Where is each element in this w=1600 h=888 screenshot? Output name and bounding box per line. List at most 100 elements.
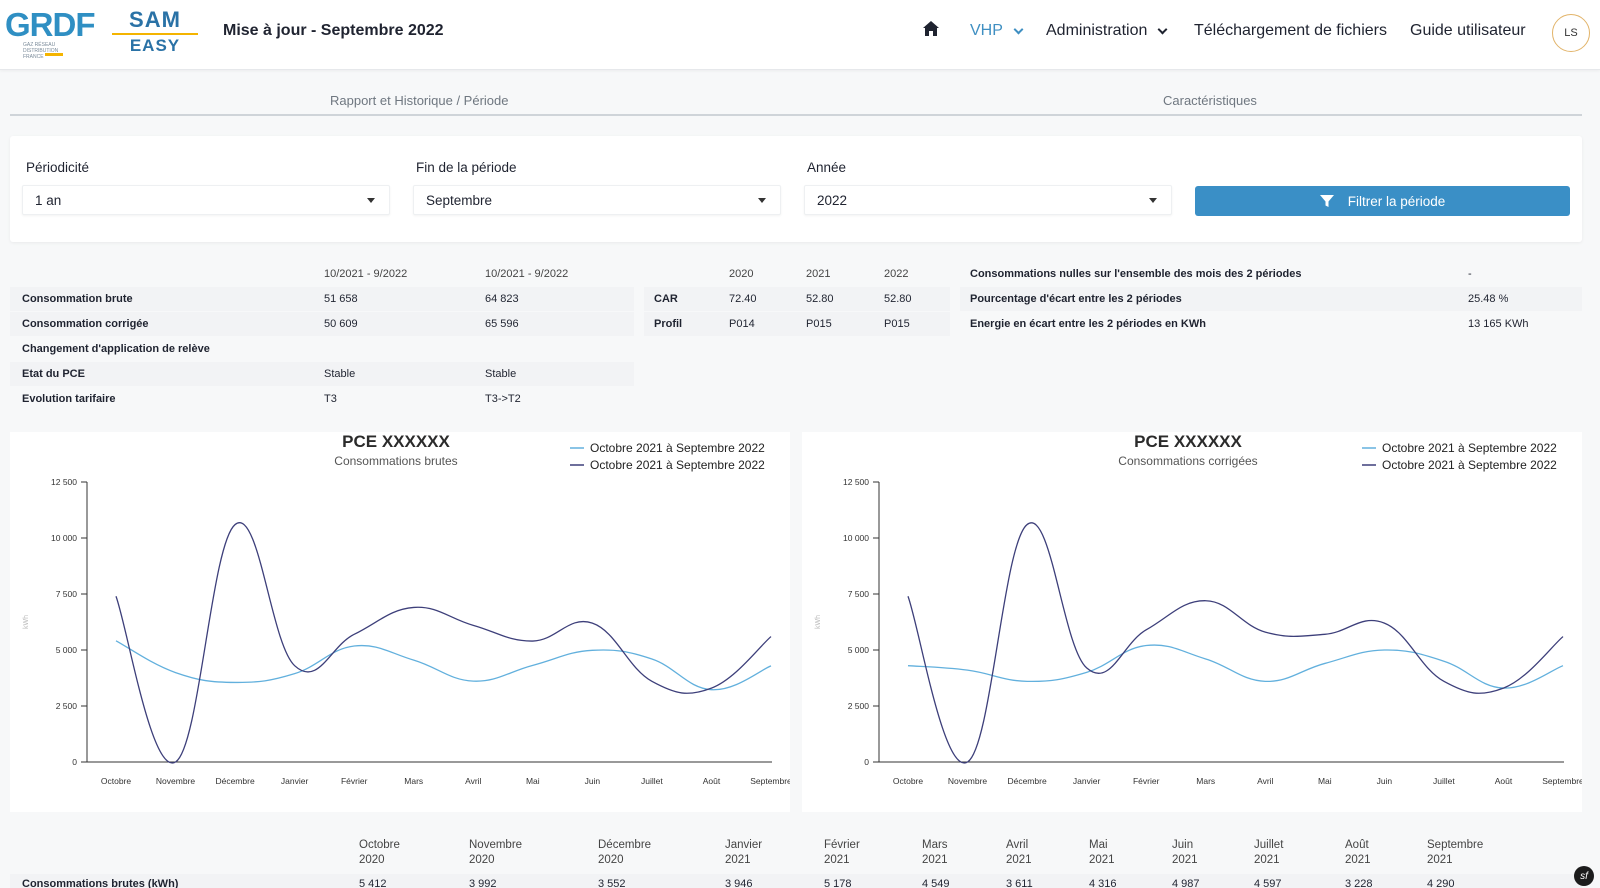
x-tick-label: Juin [1377, 776, 1393, 786]
grdf-logo-tagline: GAZ RÉSEAU DISTRIBUTION FRANCE [23, 42, 59, 60]
tab-caracteristiques[interactable]: Caractéristiques [1163, 93, 1257, 108]
table-row: Pourcentage d'écart entre les 2 périodes… [960, 287, 1582, 311]
month-value: 3 611 [1006, 878, 1033, 888]
fin-periode-label: Fin de la période [416, 160, 517, 175]
nav-vhp[interactable]: VHP [970, 22, 1024, 40]
month-value: 4 597 [1254, 878, 1282, 888]
x-tick-label: Mars [1196, 776, 1215, 786]
grdf-logo[interactable]: GRDF GAZ RÉSEAU DISTRIBUTION FRANCE [5, 6, 97, 61]
y-tick-label: 5 000 [848, 645, 870, 655]
series-line[interactable] [115, 522, 772, 764]
row-value: - [1468, 268, 1472, 280]
x-tick-label: Février [1133, 776, 1160, 786]
nav-guide[interactable]: Guide utilisateur [1410, 22, 1526, 40]
y-axis-label: kWh [23, 615, 30, 629]
row-value: T3->T2 [485, 393, 521, 405]
series-line[interactable] [907, 522, 1564, 764]
row-value: P014 [729, 318, 755, 330]
nav-administration[interactable]: Administration [1046, 22, 1168, 40]
chart-card-corrigees: PCE XXXXXX Consommations corrigées Octobre… [802, 432, 1582, 812]
row-label: Pourcentage d'écart entre les 2 périodes [970, 293, 1182, 305]
legend-entry[interactable]: Octobre 2021 à Septembre 2022 [1382, 458, 1557, 472]
month-header: Mai 2021 [1089, 839, 1115, 866]
series-line[interactable] [115, 640, 772, 691]
table-row: Evolution tarifaire T3 T3->T2 [10, 387, 634, 411]
annee-select[interactable]: 2022 [804, 185, 1172, 215]
y-tick-label: 2 500 [848, 701, 870, 711]
app-header: GRDF GAZ RÉSEAU DISTRIBUTION FRANCE SAM … [0, 0, 1600, 70]
y-tick-label: 5 000 [56, 645, 78, 655]
tab-rapport-historique[interactable]: Rapport et Historique / Période [330, 93, 509, 108]
fin-periode-select[interactable]: Septembre [413, 185, 781, 215]
avatar[interactable]: LS [1552, 14, 1590, 52]
x-tick-label: Octobre [893, 776, 924, 786]
row-label: Evolution tarifaire [22, 393, 116, 405]
row-value: 51 658 [324, 293, 358, 305]
month-value: 5 178 [824, 878, 852, 888]
month-value: 4 290 [1427, 878, 1455, 888]
row-value: 64 823 [485, 293, 519, 305]
y-axis-label: kWh [815, 615, 822, 629]
series-line[interactable] [907, 644, 1564, 689]
month-header: Décembre 2020 [598, 839, 652, 866]
row-label: Consommation brute [22, 293, 133, 305]
chart-card-brutes: PCE XXXXXX Consommations brutes Octobre 20… [10, 432, 790, 812]
caret-down-icon [367, 198, 375, 203]
month-value: 3 228 [1345, 878, 1373, 888]
periodicite-select[interactable]: 1 an [22, 185, 390, 215]
symfony-icon[interactable]: sf [1574, 866, 1594, 886]
month-header: Avril 2021 [1006, 839, 1032, 866]
x-tick-label: Décembre [215, 776, 254, 786]
table-row: Profil P014 P015 P015 [644, 312, 950, 336]
chart-subtitle: Consommations corrigées [1118, 454, 1257, 468]
nav-guide-label: Guide utilisateur [1410, 22, 1526, 39]
nav-telechargement[interactable]: Téléchargement de fichiers [1194, 22, 1387, 40]
row-value: 13 165 KWh [1468, 318, 1529, 330]
month-header: Février 2021 [824, 839, 860, 866]
legend-entry[interactable]: Octobre 2021 à Septembre 2022 [590, 441, 765, 455]
chart-subtitle: Consommations brutes [334, 454, 457, 468]
grdf-logo-text: GRDF [5, 6, 96, 43]
table-row: CAR 72.40 52.80 52.80 [644, 287, 950, 311]
x-tick-label: Février [341, 776, 368, 786]
nav-administration-label: Administration [1046, 22, 1148, 39]
filter-period-button[interactable]: Filtrer la période [1195, 186, 1570, 216]
nav-vhp-label: VHP [970, 22, 1003, 39]
x-tick-label: Novembre [156, 776, 195, 786]
x-tick-label: Mai [1318, 776, 1332, 786]
grdf-logo-bar [45, 53, 63, 56]
table-row: Etat du PCE Stable Stable [10, 362, 634, 386]
month-header: Novembre 2020 [469, 839, 523, 866]
month-value: 5 412 [359, 878, 387, 888]
update-title: Mise à jour - Septembre 2022 [223, 22, 444, 39]
month-header: Septembre 2021 [1427, 839, 1484, 866]
filter-button-label: Filtrer la période [1347, 193, 1446, 209]
monthly-table: Octobre 2020 Novembre 2020 Décembre 2020 Ja… [0, 830, 1600, 888]
chart-brutes: PCE XXXXXX Consommations brutes Octobre 20… [23, 432, 790, 786]
sam-easy-logo[interactable]: SAM EASY [112, 8, 198, 60]
row-value: Stable [324, 368, 356, 380]
month-value: 4 549 [922, 878, 950, 888]
row-label: Consommations nulles sur l'ensemble des … [970, 268, 1302, 280]
x-tick-label: Août [1495, 776, 1513, 786]
legend-entry[interactable]: Octobre 2021 à Septembre 2022 [1382, 441, 1557, 455]
month-value: 3 992 [469, 878, 497, 888]
legend-entry[interactable]: Octobre 2021 à Septembre 2022 [590, 458, 765, 472]
y-tick-label: 7 500 [56, 589, 78, 599]
chart-corrigees: PCE XXXXXX Consommations corrigées Octobre… [815, 432, 1582, 786]
periods-header-1: 10/2021 - 9/2022 [324, 268, 408, 280]
sam-logo-line1: SAM [129, 7, 181, 32]
month-header: Juin 2021 [1172, 839, 1198, 866]
x-tick-label: Décembre [1007, 776, 1046, 786]
y-tick-label: 12 500 [51, 477, 77, 487]
row-label: Consommations brutes (kWh) [22, 878, 179, 888]
row-label: Changement d'application de relève [22, 343, 210, 355]
month-header: Mars 2021 [922, 839, 948, 866]
table-row [10, 874, 1582, 888]
home-icon[interactable] [922, 20, 940, 38]
month-value: 3 552 [598, 878, 626, 888]
y-tick-label: 7 500 [848, 589, 870, 599]
row-value: T3 [324, 393, 337, 405]
filter-card: Périodicité 1 an Fin de la période Septe… [10, 136, 1582, 242]
x-tick-label: Juillet [1433, 776, 1455, 786]
